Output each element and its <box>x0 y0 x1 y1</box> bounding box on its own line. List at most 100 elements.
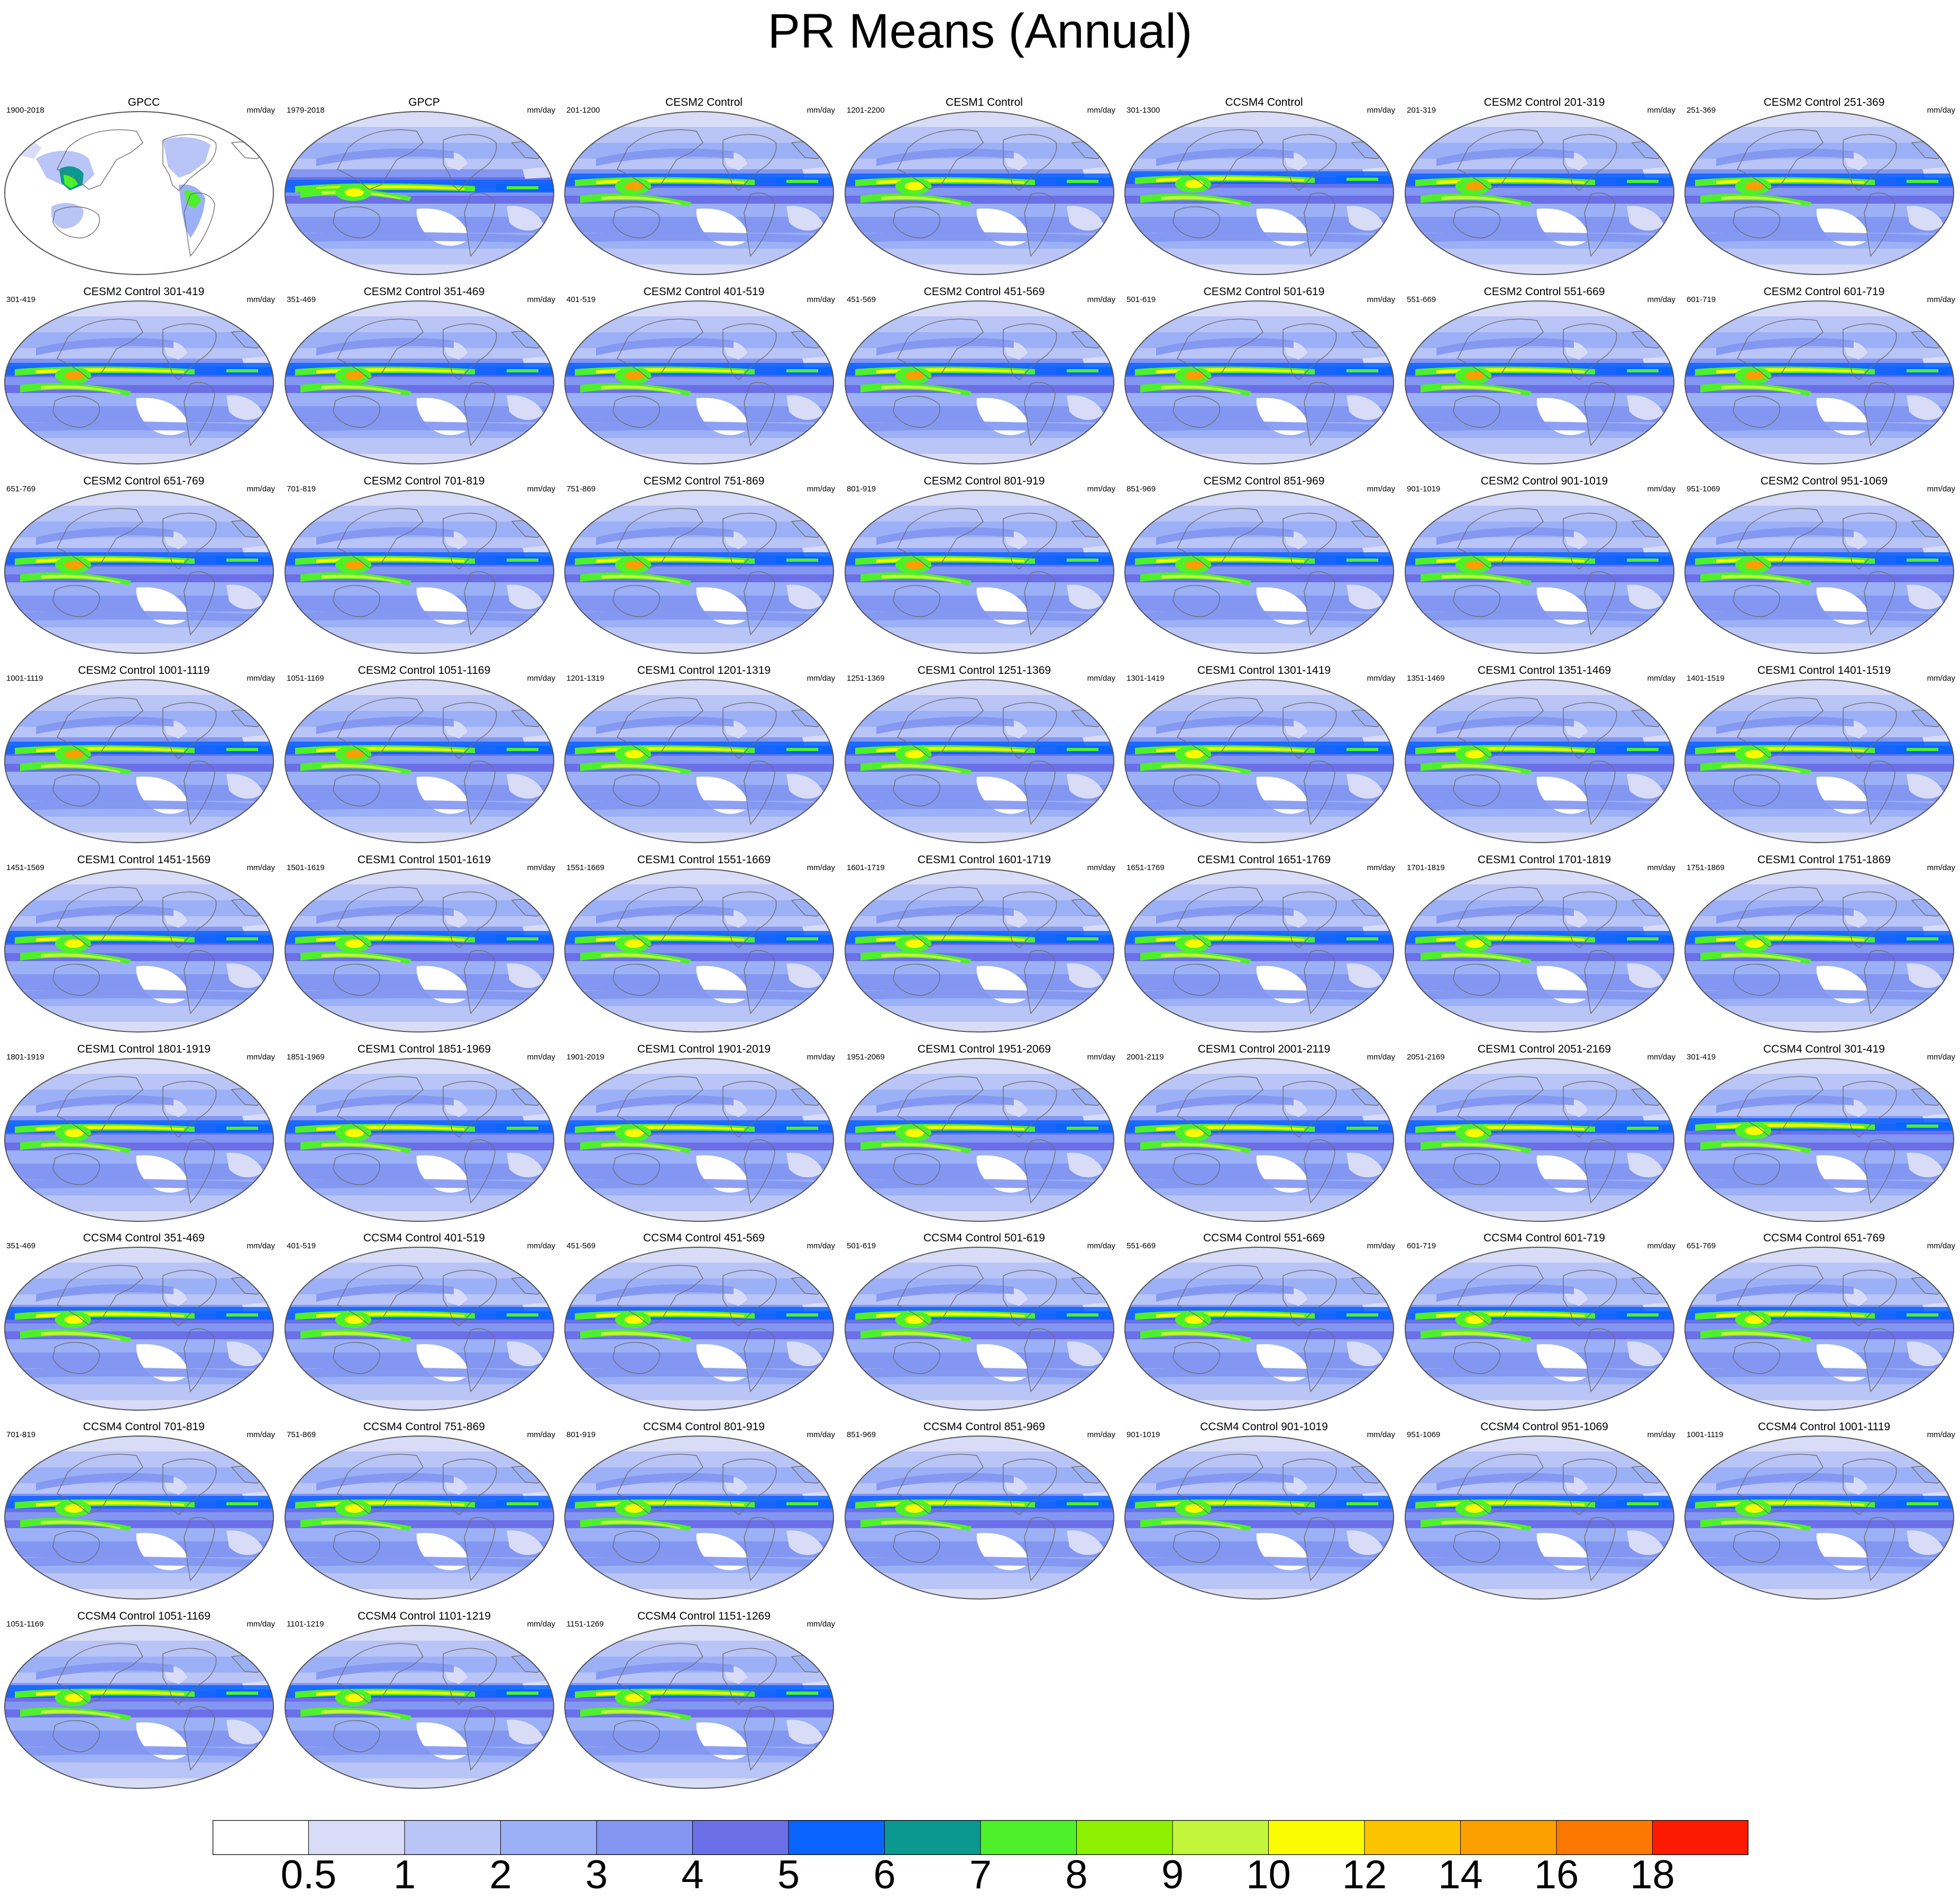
colorbar-box <box>308 1820 405 1855</box>
panel-units: mm/day <box>527 1241 555 1250</box>
map-panel: CCSM4 Control 1151-1269 1151-1269 mm/day <box>564 1610 844 1801</box>
panel-map <box>4 300 274 464</box>
map-panel: CESM1 Control 1301-1419 1301-1419 mm/day <box>1124 664 1404 855</box>
precip-field <box>1124 490 1394 654</box>
panel-map <box>564 111 834 275</box>
panel-title: CESM2 Control <box>665 96 743 108</box>
panel-map <box>4 1625 274 1789</box>
panel-title: CESM2 Control 651-769 <box>83 475 205 487</box>
map-panel: CESM1 Control 1601-1719 1601-1719 mm/day <box>845 854 1124 1044</box>
panel-period: 451-569 <box>566 1241 596 1250</box>
coastlines <box>612 886 824 1015</box>
panel-units: mm/day <box>527 485 555 493</box>
panel-period: 651-769 <box>1687 1241 1716 1250</box>
panel-units: mm/day <box>527 1053 555 1062</box>
map-panel: CESM1 Control 1201-2200 mm/day <box>845 96 1124 287</box>
map-outline <box>4 1436 274 1600</box>
panel-map <box>564 1436 834 1600</box>
panel-map <box>845 869 1114 1032</box>
panel-title: CESM1 Control 1501-1619 <box>357 854 491 866</box>
panel-period: 1901-2019 <box>566 1053 605 1062</box>
panel-title: CESM1 Control 1901-2019 <box>637 1043 771 1055</box>
panel-map <box>1124 679 1394 843</box>
coastlines <box>612 508 824 636</box>
map-outline <box>285 490 554 654</box>
map-outline <box>845 679 1114 843</box>
panel-map <box>285 1058 554 1222</box>
map-outline <box>1684 869 1954 1032</box>
panel-period: 1251-1369 <box>847 674 885 683</box>
panel-map <box>4 1058 274 1222</box>
map-outline <box>564 1436 834 1600</box>
precip-field <box>285 490 554 654</box>
map-outline <box>285 1058 554 1222</box>
panel-title: CESM2 Control 301-419 <box>83 286 205 298</box>
map-outline <box>564 111 834 275</box>
colorbar-box <box>980 1820 1077 1855</box>
coastlines <box>1453 129 1664 257</box>
colorbar-tick-label: 0.5 <box>280 1852 337 1897</box>
map-panel: CESM1 Control 1351-1469 1351-1469 mm/day <box>1405 664 1684 855</box>
map-panel: CESM1 Control 1251-1369 1251-1369 mm/day <box>845 664 1124 855</box>
panel-units: mm/day <box>807 1620 835 1629</box>
panel-map <box>1684 111 1954 275</box>
panel-map <box>1405 679 1674 843</box>
panel-title: CESM1 Control 1601-1719 <box>917 854 1051 866</box>
panel-map <box>1684 869 1954 1032</box>
panel-map <box>564 1247 834 1411</box>
panel-units: mm/day <box>1367 674 1395 683</box>
panel-map <box>4 490 274 654</box>
map-panel: CCSM4 Control 901-1019 901-1019 mm/day <box>1124 1421 1404 1611</box>
panel-map <box>564 300 834 464</box>
panel-map <box>1124 1058 1394 1222</box>
map-panel: CCSM4 Control 451-569 451-569 mm/day <box>564 1232 844 1422</box>
panel-units: mm/day <box>1087 674 1115 683</box>
panel-map <box>845 300 1114 464</box>
map-outline <box>1124 679 1394 843</box>
panel-units: mm/day <box>246 1053 275 1062</box>
coastlines <box>333 318 544 446</box>
panel-units: mm/day <box>1927 1241 1955 1250</box>
panel-period: 1701-1819 <box>1407 863 1445 872</box>
panel-period: 1900-2018 <box>6 106 44 115</box>
map-outline <box>1405 490 1674 654</box>
colorbar-tick-label: 14 <box>1438 1852 1483 1897</box>
panel-map <box>564 1625 834 1789</box>
map-panel: CESM1 Control 1201-1319 1201-1319 mm/day <box>564 664 844 855</box>
panel-map <box>1684 1436 1954 1600</box>
panel-period: 1101-1219 <box>287 1620 324 1629</box>
map-panel: CCSM4 Control 651-769 651-769 mm/day <box>1684 1232 1960 1422</box>
precip-field <box>1405 1058 1674 1222</box>
panel-units: mm/day <box>1087 485 1115 493</box>
panel-units: mm/day <box>807 106 835 115</box>
panel-title: CESM1 Control 1351-1469 <box>1477 664 1611 677</box>
panel-units: mm/day <box>527 863 555 872</box>
panel-title: GPCP <box>408 96 440 108</box>
map-panel: GPCC 1900-2018 mm/day <box>4 96 283 287</box>
map-panel: CCSM4 Control 751-869 751-869 mm/day <box>285 1421 564 1611</box>
panel-map <box>1684 1247 1954 1411</box>
panel-period: 951-1069 <box>1407 1430 1441 1439</box>
panel-title: CCSM4 Control 851-969 <box>923 1421 1045 1433</box>
panel-map <box>1684 679 1954 843</box>
map-panel: CESM1 Control 1951-2069 1951-2069 mm/day <box>845 1043 1124 1233</box>
panel-map <box>1684 1058 1954 1222</box>
map-panel: GPCP 1979-2018 mm/day <box>285 96 564 287</box>
panel-units: mm/day <box>1367 106 1395 115</box>
panel-title: CESM1 Control 1551-1669 <box>637 854 771 866</box>
map-outline <box>564 1625 834 1789</box>
panel-units: mm/day <box>246 106 275 115</box>
panel-map <box>285 679 554 843</box>
map-outline <box>845 1247 1114 1411</box>
map-outline <box>845 869 1114 1032</box>
panel-title: CCSM4 Control 801-919 <box>643 1421 765 1433</box>
map-outline <box>1684 1058 1954 1222</box>
panel-map <box>564 869 834 1032</box>
map-outline <box>845 111 1114 275</box>
precip-field <box>1684 490 1954 654</box>
panel-units: mm/day <box>807 1241 835 1250</box>
colorbar-box <box>1652 1820 1748 1855</box>
panel-units: mm/day <box>246 1430 275 1439</box>
map-outline <box>1405 1436 1674 1600</box>
panel-title: CCSM4 Control 451-569 <box>643 1232 765 1244</box>
